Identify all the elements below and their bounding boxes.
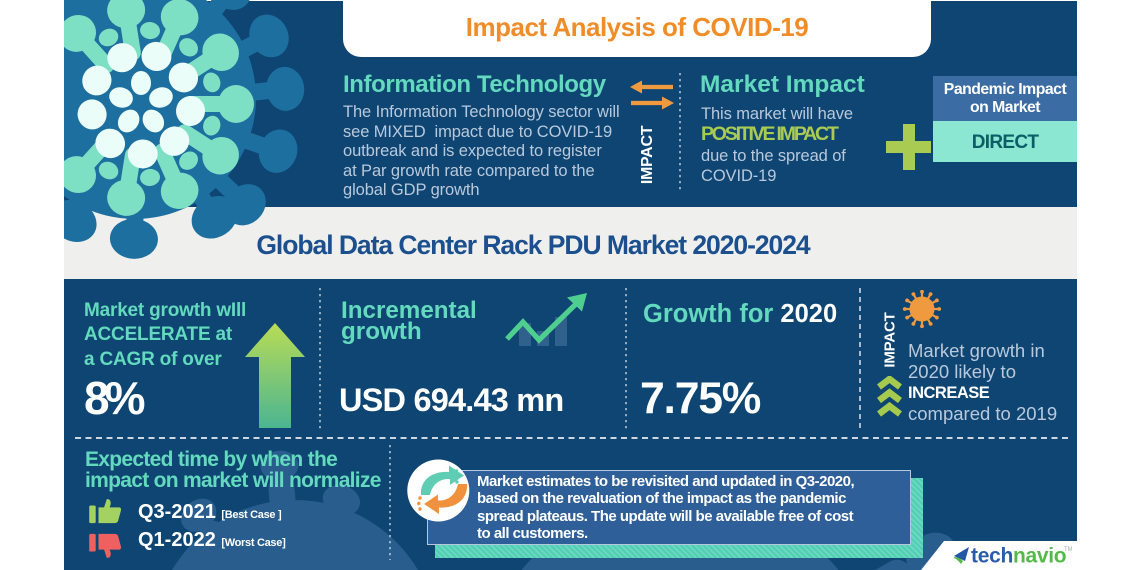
svg-text:technavio: technavio (971, 545, 1066, 567)
svg-text:TM: TM (1064, 547, 1072, 553)
